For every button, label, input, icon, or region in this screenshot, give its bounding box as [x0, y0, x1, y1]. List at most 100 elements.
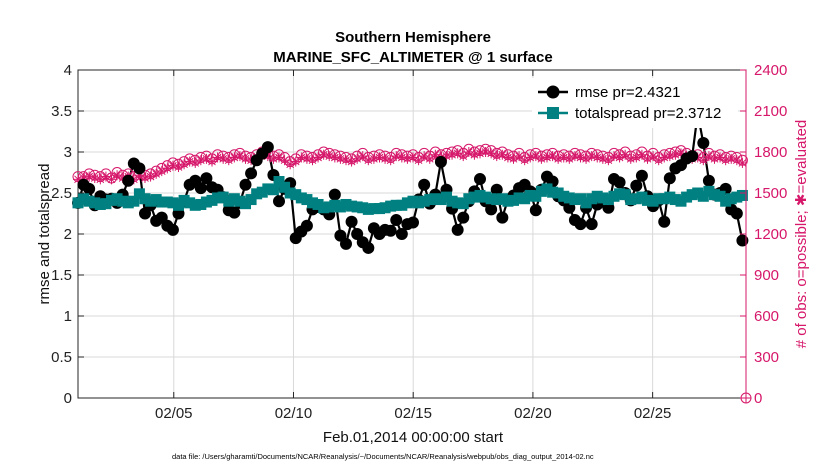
- spread-point: [435, 194, 447, 206]
- spread-point: [245, 194, 257, 206]
- evaluated-stroke: [660, 153, 669, 162]
- spread-point: [496, 193, 508, 205]
- evaluated-point: [698, 155, 709, 166]
- evaluated-stroke: [425, 154, 434, 163]
- legend: rmse pr=2.4321 totalspread pr=2.3712: [532, 78, 738, 128]
- evaluated-point: [340, 155, 351, 166]
- spread-point: [658, 193, 670, 205]
- y-tick-label: 1: [64, 308, 72, 325]
- spread-point: [653, 193, 665, 205]
- rmse-point: [736, 234, 749, 247]
- rmse-point: [418, 178, 431, 191]
- evaluated-point: [491, 151, 502, 162]
- evaluated-point: [84, 171, 95, 182]
- spread-point: [686, 189, 698, 201]
- spread-point: [234, 195, 246, 207]
- spread-point: [223, 195, 235, 207]
- spread-point: [346, 200, 358, 212]
- spread-point: [161, 196, 173, 208]
- chart-subtitle: MARINE_SFC_ALTIMETER @ 1 surface: [273, 49, 552, 66]
- legend-rmse-label: rmse pr=2.4321: [575, 84, 680, 101]
- y-axis-label-right: # of obs: o=possible; ✱=evaluated: [793, 120, 810, 349]
- y-tick-label: 2: [64, 226, 72, 243]
- spread-point: [491, 194, 503, 206]
- evaluated-point: [720, 155, 731, 166]
- spread-point: [725, 193, 737, 205]
- rmse-point: [345, 215, 358, 228]
- spread-point: [641, 194, 653, 206]
- evaluated-stroke: [420, 152, 429, 160]
- evaluated-stroke: [107, 175, 116, 184]
- evaluated-stroke: [476, 149, 484, 158]
- y-tick-label-right: 2100: [754, 103, 787, 120]
- evaluated-point: [474, 148, 485, 159]
- evaluated-point: [407, 152, 418, 163]
- y-tick-label: 0.5: [51, 349, 72, 366]
- spread-point: [608, 190, 620, 202]
- evaluated-stroke: [487, 149, 496, 158]
- evaluated-stroke: [141, 174, 149, 182]
- rmse-point: [434, 155, 447, 168]
- spread-point: [396, 199, 408, 211]
- evaluated-stroke: [470, 150, 479, 159]
- spread-point: [351, 201, 363, 213]
- y-tick-label: 3: [64, 144, 72, 161]
- evaluated-stroke: [604, 156, 613, 165]
- rmse-point: [658, 215, 671, 228]
- rmse-point: [261, 141, 274, 154]
- spread-point: [206, 194, 218, 206]
- evaluated-stroke: [269, 154, 278, 163]
- x-tick-label: 02/20: [514, 405, 552, 422]
- evaluated-stroke: [710, 154, 719, 163]
- y-tick-label-right: 300: [754, 349, 779, 366]
- rmse-point: [630, 179, 643, 192]
- data-file-footer: data file: /Users/gharamti/Documents/NCA…: [172, 452, 594, 461]
- evaluated-stroke: [671, 150, 680, 159]
- evaluated-stroke: [208, 157, 216, 166]
- evaluated-stroke: [705, 152, 713, 160]
- evaluated-stroke: [364, 156, 373, 165]
- evaluated-stroke: [459, 152, 468, 160]
- spread-point: [485, 193, 497, 205]
- rmse-point: [272, 195, 285, 208]
- rmse-point: [496, 211, 509, 224]
- evaluated-stroke: [738, 159, 747, 167]
- evaluated-point: [206, 156, 217, 167]
- evaluated-point: [636, 149, 647, 160]
- evaluated-stroke: [537, 154, 546, 163]
- evaluated-point: [458, 151, 469, 162]
- ticks: 02/05 02/10 02/15 02/20 02/25 0 0.5 1 1.5 2 2.5 3 3.…: [51, 62, 787, 422]
- rmse-point: [490, 183, 503, 196]
- evaluated-point: [603, 155, 614, 166]
- spread-point: [407, 195, 419, 207]
- rmse-point: [574, 218, 587, 231]
- rmse-point: [730, 207, 743, 220]
- evaluated-stroke: [621, 150, 630, 159]
- spread-point: [636, 191, 648, 203]
- spread-point: [541, 183, 553, 195]
- spread-point: [256, 186, 268, 198]
- evaluated-stroke: [492, 152, 501, 160]
- spread-point: [145, 195, 157, 207]
- spread-point: [385, 200, 397, 212]
- spread-point: [524, 189, 536, 201]
- evaluated-point: [290, 156, 301, 167]
- spread-point: [117, 195, 129, 207]
- evaluated-stroke: [515, 152, 523, 160]
- spread-point: [295, 192, 307, 204]
- spread-point: [368, 203, 380, 215]
- spread-point: [357, 202, 369, 214]
- evaluated-point: [167, 160, 178, 171]
- y-tick-label: 0: [64, 390, 72, 407]
- spread-point: [507, 194, 519, 206]
- evaluated-stroke: [280, 156, 289, 165]
- evaluated-stroke: [498, 150, 507, 159]
- spread-point: [630, 193, 642, 205]
- evaluated-stroke: [113, 171, 121, 180]
- spread-point: [619, 189, 631, 201]
- spread-point: [301, 194, 313, 206]
- spread-point: [502, 195, 514, 207]
- evaluated-stroke: [677, 149, 685, 158]
- evaluated-stroke: [118, 174, 127, 182]
